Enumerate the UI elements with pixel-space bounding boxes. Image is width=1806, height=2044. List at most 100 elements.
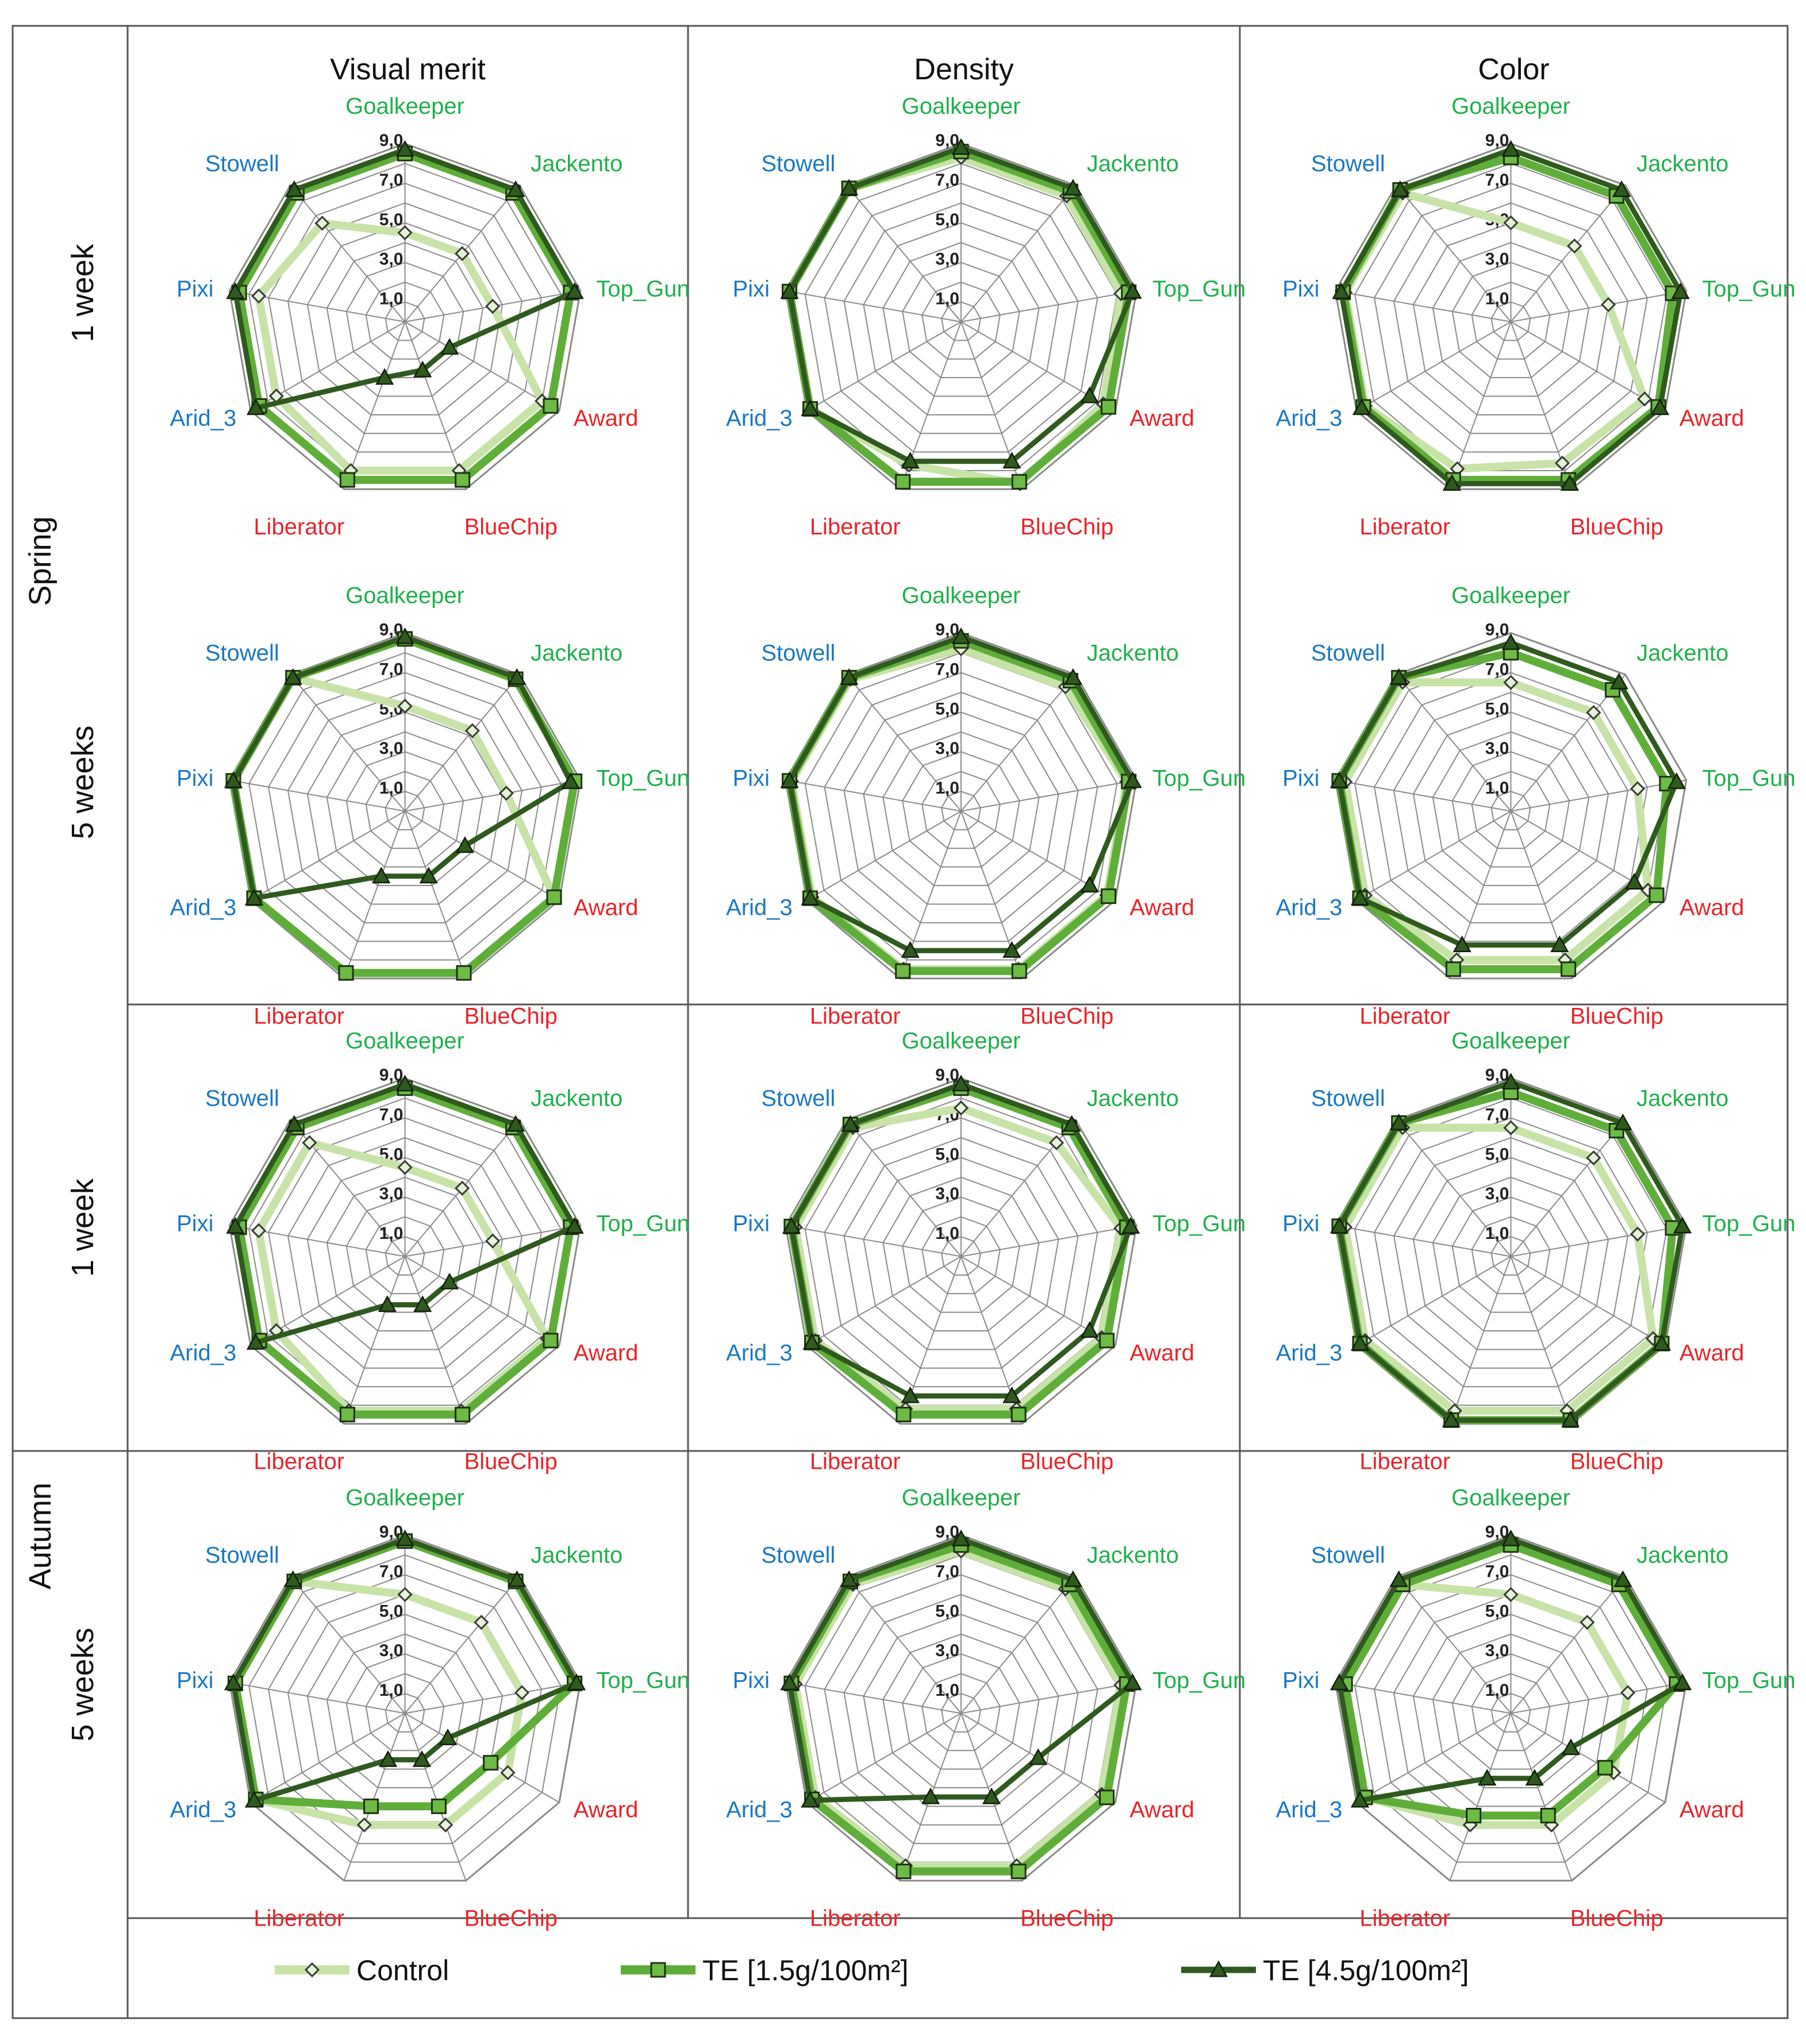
data-point-te-high: [780, 771, 799, 788]
grid-ring: [1471, 771, 1551, 849]
grid-ring: [1490, 1235, 1531, 1276]
tick-label: 7,0: [935, 171, 959, 190]
data-point-te-high: [246, 1333, 266, 1350]
legend-te-low: TE [1.5g/100m²]: [621, 1954, 909, 1987]
data-point-te-high: [1625, 872, 1644, 890]
grid-ring: [941, 1692, 981, 1733]
legend-marker: [650, 1962, 666, 1978]
category-label: Pixi: [176, 1211, 213, 1237]
grid-ring: [385, 1692, 425, 1733]
tick-label: 3,0: [1485, 250, 1509, 269]
tick-label: 5,0: [1485, 699, 1509, 718]
tick-label: 5,0: [935, 210, 959, 229]
data-point-te-high: [1550, 935, 1569, 952]
category-label: Pixi: [176, 276, 213, 302]
grid-spoke: [290, 184, 406, 322]
tick-label: 5,0: [1485, 1602, 1509, 1620]
category-label: Pixi: [176, 1668, 213, 1693]
grid-ring: [228, 1534, 582, 1882]
category-label: Goalkeeper: [902, 583, 1021, 609]
category-label: Award: [1129, 1797, 1194, 1823]
category-label: Goalkeeper: [902, 1485, 1021, 1511]
data-point-te-high: [226, 282, 245, 299]
data-point-te-high: [244, 1791, 264, 1808]
data-point-te-high: [1332, 282, 1351, 299]
data-point-control: [1600, 297, 1616, 313]
data-point-te-high: [801, 1791, 820, 1808]
data-point-te-low: [431, 1798, 447, 1814]
tick-label: 9,0: [1485, 131, 1509, 150]
grid-ring: [268, 1117, 542, 1388]
category-label: BlueChip: [1570, 1449, 1663, 1474]
grid-spoke: [405, 779, 581, 812]
data-point-te-high: [780, 1673, 799, 1691]
category-label: Award: [574, 406, 639, 431]
category-label: Liberator: [810, 1449, 901, 1474]
grid-ring: [287, 202, 523, 434]
category-label: Jackento: [1087, 1086, 1179, 1111]
grid-ring: [921, 282, 1001, 360]
figure-frame: [11, 25, 1789, 2019]
grid-ring: [365, 1216, 445, 1295]
category-label: Pixi: [733, 1668, 770, 1693]
data-point-te-high: [283, 668, 302, 685]
tick-label: 7,0: [1485, 1105, 1509, 1124]
tick-label: 9,0: [1485, 621, 1509, 640]
grid-spoke: [405, 810, 560, 901]
data-point-control: [514, 1685, 530, 1700]
data-point-control: [1630, 781, 1646, 796]
series-line-te-high: [232, 147, 578, 411]
category-label: Arid_3: [726, 406, 793, 431]
category-label: Arid_3: [1276, 406, 1343, 431]
grid-spoke: [1396, 184, 1512, 322]
grid-spoke: [846, 184, 962, 322]
grid-ring: [345, 1196, 464, 1313]
data-point-te-high: [508, 668, 527, 685]
category-label: Stowell: [1311, 151, 1385, 176]
tick-label: 5,0: [1485, 1145, 1509, 1164]
grid-ring: [345, 1653, 464, 1770]
data-point-control: [474, 1615, 489, 1630]
grid-spoke: [1510, 184, 1626, 322]
data-point-te-high: [413, 1295, 432, 1312]
grid-spoke: [250, 810, 406, 901]
grid-ring: [1471, 282, 1551, 360]
data-point-te-high: [840, 668, 859, 685]
grid-spoke: [1356, 1256, 1512, 1346]
grid-ring: [863, 222, 1059, 415]
legend-label: Control: [356, 1954, 449, 1987]
category-label: BlueChip: [1020, 1906, 1113, 1931]
grid-spoke: [1510, 1256, 1666, 1346]
category-label: Jackento: [1636, 641, 1728, 666]
series-line-control: [255, 1138, 552, 1415]
data-point-te-high: [283, 1570, 302, 1587]
tick-label: 7,0: [935, 1562, 959, 1581]
data-point-control: [397, 1160, 413, 1175]
legend: Control TE [1.5g/100m²] TE [4.5g/100m²]: [275, 1954, 1469, 1987]
series-line-control: [255, 219, 547, 475]
category-label: Stowell: [205, 1086, 279, 1111]
series-te-high: [226, 1075, 584, 1350]
category-label: Stowell: [1311, 641, 1385, 666]
tick-label: 1,0: [935, 779, 959, 798]
grid-spoke: [806, 1712, 962, 1803]
series-te-high: [224, 627, 580, 906]
grid-spoke: [1356, 810, 1512, 901]
category-label: Top_Gun: [1152, 1668, 1246, 1693]
data-point-te-high: [1673, 1673, 1692, 1691]
data-point-te-high: [395, 627, 414, 644]
data-point-te-high: [1329, 1673, 1349, 1691]
grid-ring: [326, 242, 484, 397]
category-label: Liberator: [253, 1449, 344, 1474]
grid-spoke: [1449, 321, 1512, 490]
grid-spoke: [960, 1225, 1137, 1257]
grid-ring: [1412, 1157, 1609, 1350]
grid-spoke: [1511, 290, 1686, 322]
data-point-control: [1586, 1150, 1601, 1166]
category-label: Award: [1680, 895, 1744, 921]
category-label: Liberator: [253, 1003, 344, 1029]
grid-ring: [1354, 1554, 1667, 1863]
data-point-te-low: [455, 1407, 471, 1423]
category-label: Top_Gun: [1152, 1211, 1246, 1237]
data-point-te-high: [841, 1115, 860, 1132]
